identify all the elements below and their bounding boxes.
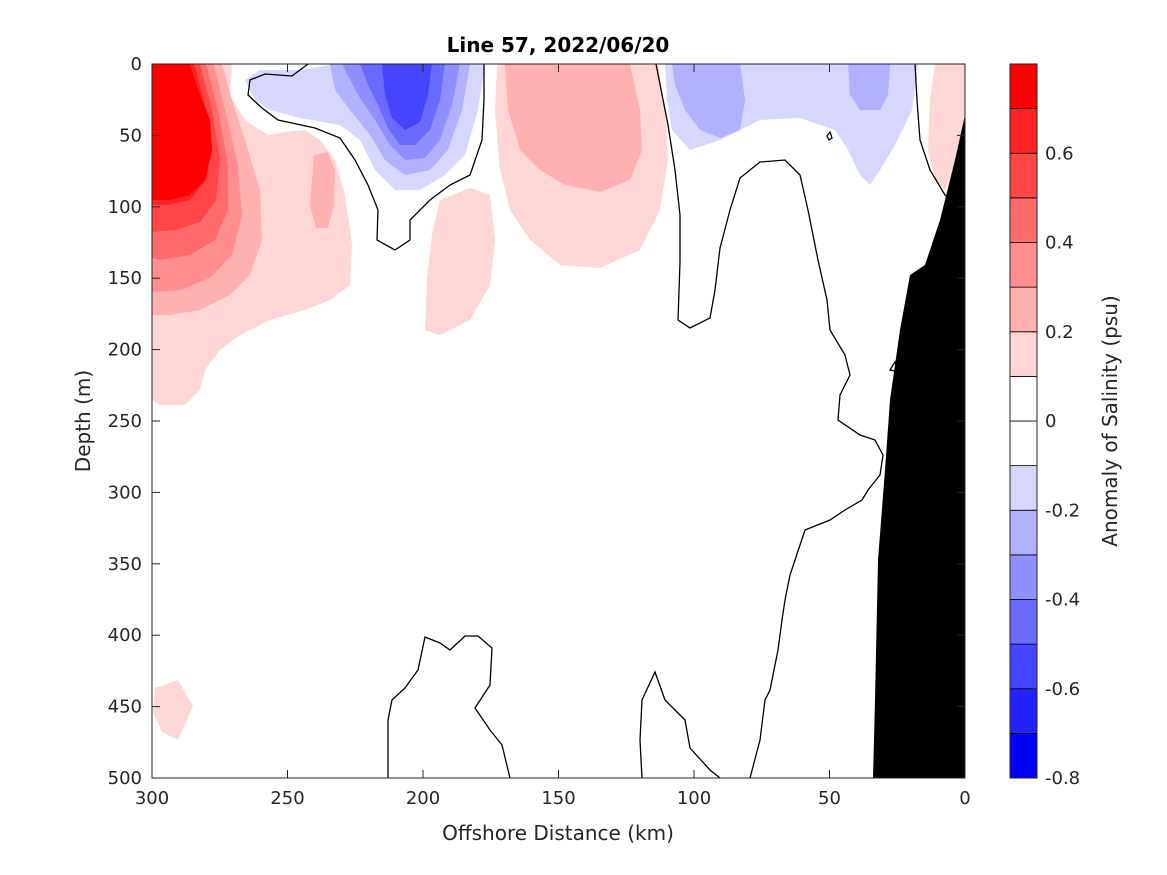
saline-region-0.8: [152, 64, 212, 200]
colorbar-swatch: [1009, 554, 1038, 600]
colorbar-tick-label: 0.4: [1045, 233, 1074, 254]
colorbar-tick-label: 0.2: [1045, 322, 1074, 343]
contour-line: [387, 635, 511, 778]
colorbar-tick-label: 0: [1045, 411, 1056, 432]
colorbar-tick-label: -0.6: [1045, 679, 1080, 700]
colorbar-swatch: [1009, 732, 1038, 779]
saline-pocket-240km: [310, 152, 335, 228]
colorbar-tick-label: -0.4: [1045, 590, 1080, 611]
x-axis-label: Offshore Distance (km): [442, 821, 674, 845]
x-tick-label: 200: [406, 788, 440, 809]
x-tick-label: 0: [959, 788, 970, 809]
colorbar-tick-label: -0.8: [1045, 768, 1080, 789]
colorbar-swatch: [1009, 286, 1038, 333]
fresh-nearshore-inner: [672, 64, 745, 138]
x-tick-label: 100: [677, 788, 711, 809]
colorbar: [1009, 63, 1038, 779]
x-tick-label: 300: [135, 788, 169, 809]
colorbar-swatch: [1009, 197, 1038, 243]
colorbar-swatch: [1009, 420, 1038, 467]
colorbar-swatch: [1009, 599, 1038, 645]
colorbar-swatch: [1009, 108, 1038, 154]
anomaly-fills: [152, 64, 965, 740]
contour-line: [655, 64, 884, 778]
colorbar-swatch: [1009, 152, 1038, 199]
y-tick-label: 350: [108, 554, 142, 575]
x-tick-label: 250: [270, 788, 304, 809]
colorbar-swatch: [1009, 688, 1038, 734]
y-axis-label: Depth (m): [71, 370, 95, 472]
y-tick-label: 300: [108, 482, 142, 503]
colorbar-swatch: [1009, 643, 1038, 690]
bathymetry-land: [873, 115, 965, 778]
colorbar-tick-label: -0.2: [1045, 500, 1080, 521]
y-tick-label: 450: [108, 697, 142, 718]
colorbar-swatch: [1009, 242, 1038, 288]
colorbar-tick-label: 0.6: [1045, 143, 1074, 164]
x-tick-label: 150: [541, 788, 575, 809]
y-tick-label: 50: [119, 125, 142, 146]
x-tick-label: 50: [818, 788, 841, 809]
y-tick-label: 100: [108, 197, 142, 218]
y-tick-label: 400: [108, 625, 142, 646]
saline-deep-offshore: [153, 680, 193, 740]
y-tick-label: 0: [131, 54, 142, 75]
x-axis: 300 250 200 150 100 50 0: [135, 64, 971, 809]
contour-line: [826, 130, 833, 141]
colorbar-swatch: [1009, 375, 1038, 422]
colorbar-label: Anomaly of Salinity (psu): [1098, 295, 1122, 546]
colorbar-swatch: [1009, 331, 1038, 377]
saline-tongue-180km: [425, 188, 495, 335]
fresh-coastal-inner: [848, 64, 890, 110]
y-axis: 0 50 100 150 200 250 300 350 400 450 500: [108, 54, 965, 789]
colorbar-swatch: [1009, 63, 1038, 110]
colorbar-swatch: [1009, 465, 1038, 511]
y-tick-label: 500: [108, 768, 142, 789]
y-tick-label: 200: [108, 340, 142, 361]
contour-line: [639, 670, 721, 778]
colorbar-swatch: [1009, 509, 1038, 556]
saline-plume-mid-inner: [505, 64, 642, 192]
contour-line: [247, 64, 485, 251]
y-tick-label: 150: [108, 268, 142, 289]
plot-area: [152, 64, 965, 778]
colorbar-ticks: -0.8 -0.6 -0.4 -0.2 0 0.2 0.4 0.6: [1031, 143, 1080, 789]
fresh-region-0.6: [382, 64, 432, 130]
chart-title: Line 57, 2022/06/20: [447, 33, 670, 57]
y-tick-label: 250: [108, 411, 142, 432]
